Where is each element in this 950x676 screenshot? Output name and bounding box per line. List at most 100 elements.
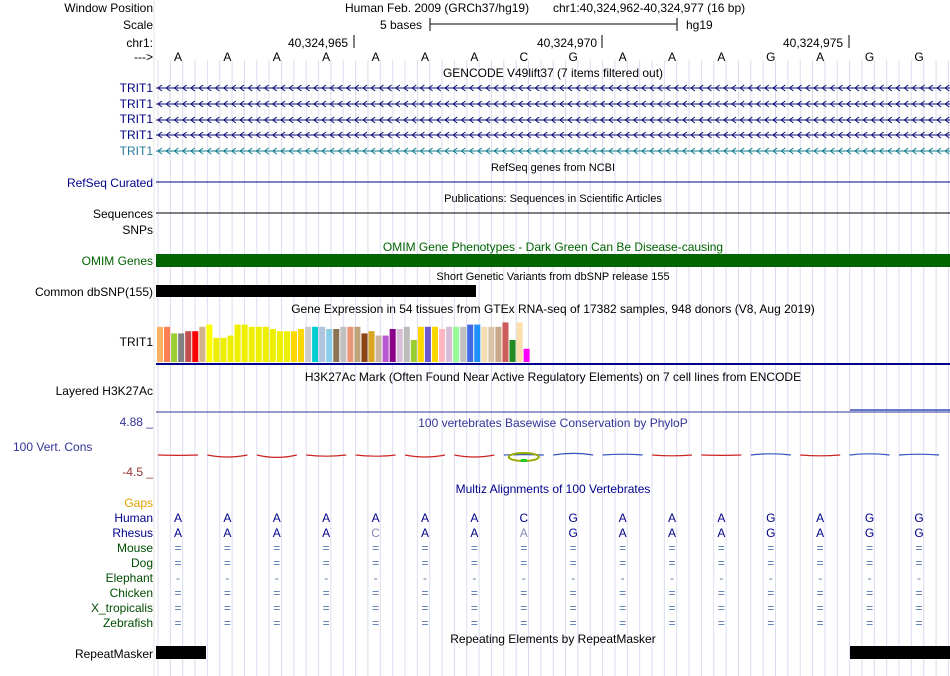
scale-bases: 5 bases [380, 18, 423, 32]
gtex-tissue-bar [389, 329, 396, 362]
dbsnp-bar[interactable] [156, 285, 476, 297]
alignment-base: A [667, 511, 676, 525]
alignment-base: - [225, 571, 230, 585]
gtex-label[interactable]: TRIT1 [119, 335, 153, 349]
gtex-tissue-bar [460, 326, 467, 362]
species-label[interactable]: X_tropicalis [90, 601, 153, 615]
alignment-base: A [322, 511, 331, 525]
alignment-base: G [568, 511, 578, 525]
transcript-label-2[interactable]: TRIT1 [119, 97, 153, 111]
alignment-base: = [619, 541, 627, 555]
alignment-base: A [618, 511, 627, 525]
gtex-tissue-bar [495, 326, 502, 362]
alignment-base: - [768, 571, 773, 585]
alignment-base: = [569, 586, 577, 600]
cons-wiggle [306, 454, 347, 457]
alignment-base: = [273, 556, 281, 570]
alignment-base: = [520, 556, 528, 570]
alignment-base: G [568, 526, 578, 540]
transcript-label-1[interactable]: TRIT1 [119, 81, 153, 95]
alignment-base: = [915, 586, 923, 600]
alignment-base: = [372, 541, 380, 555]
gtex-tissue-bar [396, 329, 403, 362]
gaps-label[interactable]: Gaps [124, 496, 153, 510]
gtex-tissue-bar [283, 331, 290, 362]
gtex-tissue-bar [417, 326, 424, 362]
gtex-tissue-bar [269, 329, 276, 362]
alignment-base: = [767, 601, 775, 615]
alignment-base: A [667, 526, 676, 540]
species-label[interactable]: Dog [130, 556, 153, 570]
alignment-base: - [917, 571, 921, 585]
gtex-tissue-bar [178, 333, 185, 362]
gtex-tissue-bar [206, 324, 213, 362]
alignment-base: A [717, 526, 726, 540]
alignment-base: = [866, 556, 874, 570]
alignment-base: = [174, 586, 182, 600]
alignment-base: = [273, 616, 281, 630]
gtex-tissue-bar [516, 322, 523, 362]
alignment-base: = [915, 616, 923, 630]
alignment-base: A [420, 511, 429, 525]
refseq-title: RefSeq genes from NCBI [490, 162, 616, 174]
alignment-base: = [717, 556, 725, 570]
sequences-label[interactable]: Sequences [92, 207, 153, 221]
species-label[interactable]: Chicken [109, 586, 153, 600]
snps-label[interactable]: SNPs [122, 223, 153, 237]
alignment-base: = [372, 601, 380, 615]
gtex-tissue-bar [340, 326, 347, 362]
gtex-tissue-bar [403, 326, 410, 362]
alignment-base: = [223, 586, 231, 600]
refseq-label[interactable]: RefSeq Curated [66, 176, 153, 190]
alignment-base: = [816, 616, 824, 630]
alignment-base: - [373, 571, 378, 585]
alignment-base: = [421, 616, 429, 630]
gtex-tissue-bar [368, 331, 375, 362]
alignment-base: = [421, 541, 429, 555]
alignment-base: A [272, 526, 281, 540]
alignment-base: = [569, 556, 577, 570]
alignment-base: = [273, 601, 281, 615]
multiz-title: Multiz Alignments of 100 Vertebrates [455, 482, 651, 496]
gtex-tissue-bar [467, 324, 474, 362]
alignment-base: = [520, 586, 528, 600]
gtex-title: Gene Expression in 54 tissues from GTEx … [291, 302, 815, 316]
gtex-tissue-bar [305, 326, 312, 362]
omim-label[interactable]: OMIM Genes [81, 254, 153, 268]
species-label[interactable]: Mouse [116, 541, 153, 555]
dbsnp-label[interactable]: Common dbSNP(155) [34, 285, 153, 299]
coord-1: 40,324,965 [288, 36, 349, 50]
alignment-base: = [273, 586, 281, 600]
gtex-tissue-bar [382, 335, 389, 362]
transcript-label-5[interactable]: TRIT1 [119, 144, 153, 158]
repeatmasker-label[interactable]: RepeatMasker [74, 647, 153, 661]
transcript-label-4[interactable]: TRIT1 [119, 128, 153, 142]
species-label[interactable]: Human [114, 511, 153, 525]
gtex-tissue-bar [410, 340, 417, 362]
alignment-base: = [866, 541, 874, 555]
alignment-base: = [668, 616, 676, 630]
sequence-base: A [272, 50, 281, 64]
alignment-base: - [324, 571, 329, 585]
alignment-base: = [619, 586, 627, 600]
transcript-strand-arrows [157, 84, 950, 92]
sequence-base: G [864, 50, 875, 64]
alignment-base: = [668, 601, 676, 615]
sequence-base: A [667, 50, 676, 64]
alignment-base: - [620, 571, 625, 585]
alignment-base: = [767, 616, 775, 630]
species-label[interactable]: Elephant [105, 571, 153, 585]
alignment-base: = [223, 541, 231, 555]
species-label[interactable]: Rhesus [112, 526, 153, 540]
repeatmasker-block-left[interactable] [156, 646, 206, 659]
alignment-base: C [371, 526, 380, 540]
alignment-base: = [866, 586, 874, 600]
sequence-base: A [322, 50, 331, 64]
species-label[interactable]: Zebrafish [102, 616, 153, 630]
alignment-base: = [816, 556, 824, 570]
h3k27ac-label[interactable]: Layered H3K27Ac [55, 384, 153, 398]
cons-label[interactable]: 100 Vert. Cons [13, 440, 93, 454]
transcript-label-3[interactable]: TRIT1 [119, 112, 153, 126]
omim-bar[interactable] [156, 254, 950, 267]
repeatmasker-block-right[interactable] [850, 646, 950, 659]
